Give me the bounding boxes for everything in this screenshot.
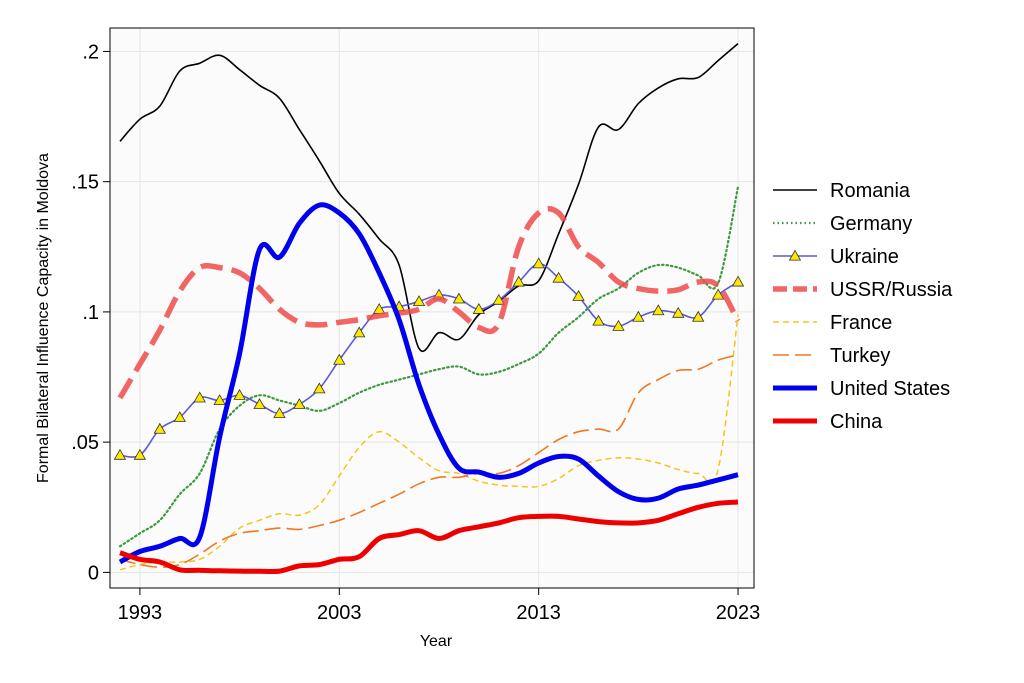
x-axis: 1993 2003 2013 2023 <box>118 588 761 624</box>
series-line <box>119 499 739 575</box>
data-point <box>173 411 186 422</box>
data-point <box>592 314 605 326</box>
data-point <box>632 310 645 322</box>
data-point <box>213 394 226 405</box>
data-point <box>153 422 167 434</box>
series-line <box>119 42 739 352</box>
data-point <box>293 398 306 409</box>
y-tick-label: .2 <box>82 41 99 63</box>
legend-label: Ukraine <box>830 246 899 268</box>
data-point <box>552 271 565 283</box>
legend-item: France <box>773 312 892 334</box>
data-point <box>652 304 665 316</box>
legend-item: Ukraine <box>773 246 899 268</box>
legend: Romania Germany Ukraine USSR/Russia France Tu… <box>773 180 953 433</box>
data-point <box>273 407 286 419</box>
legend-item: Romania <box>773 180 911 202</box>
series-china <box>119 499 739 575</box>
x-tick-label: 2013 <box>516 602 561 624</box>
data-point <box>113 448 127 460</box>
series-france <box>119 314 739 571</box>
data-point <box>193 391 206 403</box>
series-line <box>117 205 741 400</box>
series-ussr-russia <box>117 205 741 400</box>
y-tick-label: 0 <box>88 562 99 584</box>
legend-label: France <box>830 312 892 334</box>
data-point <box>472 302 486 314</box>
legend-item: United States <box>773 378 950 400</box>
x-axis-title: Year <box>420 633 453 650</box>
legend-label: Germany <box>830 213 912 235</box>
legend-label: Turkey <box>830 345 890 367</box>
y-axis-title: Formal Bilateral Influence Capacity in M… <box>35 153 52 483</box>
legend-label: USSR/Russia <box>830 279 953 301</box>
plot-frame <box>109 27 755 589</box>
series-romania <box>119 42 739 352</box>
data-point <box>452 292 466 304</box>
data-point <box>133 448 147 460</box>
data-point <box>672 306 685 318</box>
legend-marker <box>788 249 802 261</box>
series-line <box>118 202 739 565</box>
data-point <box>333 353 346 365</box>
y-tick-label: .1 <box>82 302 99 324</box>
x-tick-label: 1993 <box>118 602 163 624</box>
legend-item: USSR/Russia <box>773 279 953 301</box>
data-point <box>253 398 266 409</box>
legend-label: United States <box>830 378 950 400</box>
series-united-states <box>118 202 739 565</box>
x-tick-label: 2003 <box>317 602 362 624</box>
legend-item: China <box>773 411 883 433</box>
series-line <box>119 314 739 571</box>
legend-item: Germany <box>773 213 912 235</box>
legend-label: China <box>830 411 883 433</box>
legend-label: Romania <box>830 180 911 202</box>
series-layer <box>113 42 745 575</box>
data-point <box>731 275 745 287</box>
data-point <box>512 275 525 287</box>
y-axis: 0 .05 .1 .15 .2 <box>71 41 110 584</box>
plot-area <box>110 28 754 588</box>
data-point <box>532 257 545 269</box>
data-point <box>691 310 705 322</box>
data-point <box>233 388 246 400</box>
legend-item: Turkey <box>773 345 890 367</box>
data-point <box>711 288 725 300</box>
data-point <box>412 295 426 307</box>
x-tick-label: 2023 <box>716 602 761 624</box>
data-point <box>612 319 625 331</box>
y-tick-label: .05 <box>71 432 99 454</box>
y-tick-label: .15 <box>71 172 99 194</box>
data-point <box>492 293 505 305</box>
data-point <box>572 289 585 301</box>
data-point <box>353 326 366 338</box>
data-point <box>313 382 326 394</box>
